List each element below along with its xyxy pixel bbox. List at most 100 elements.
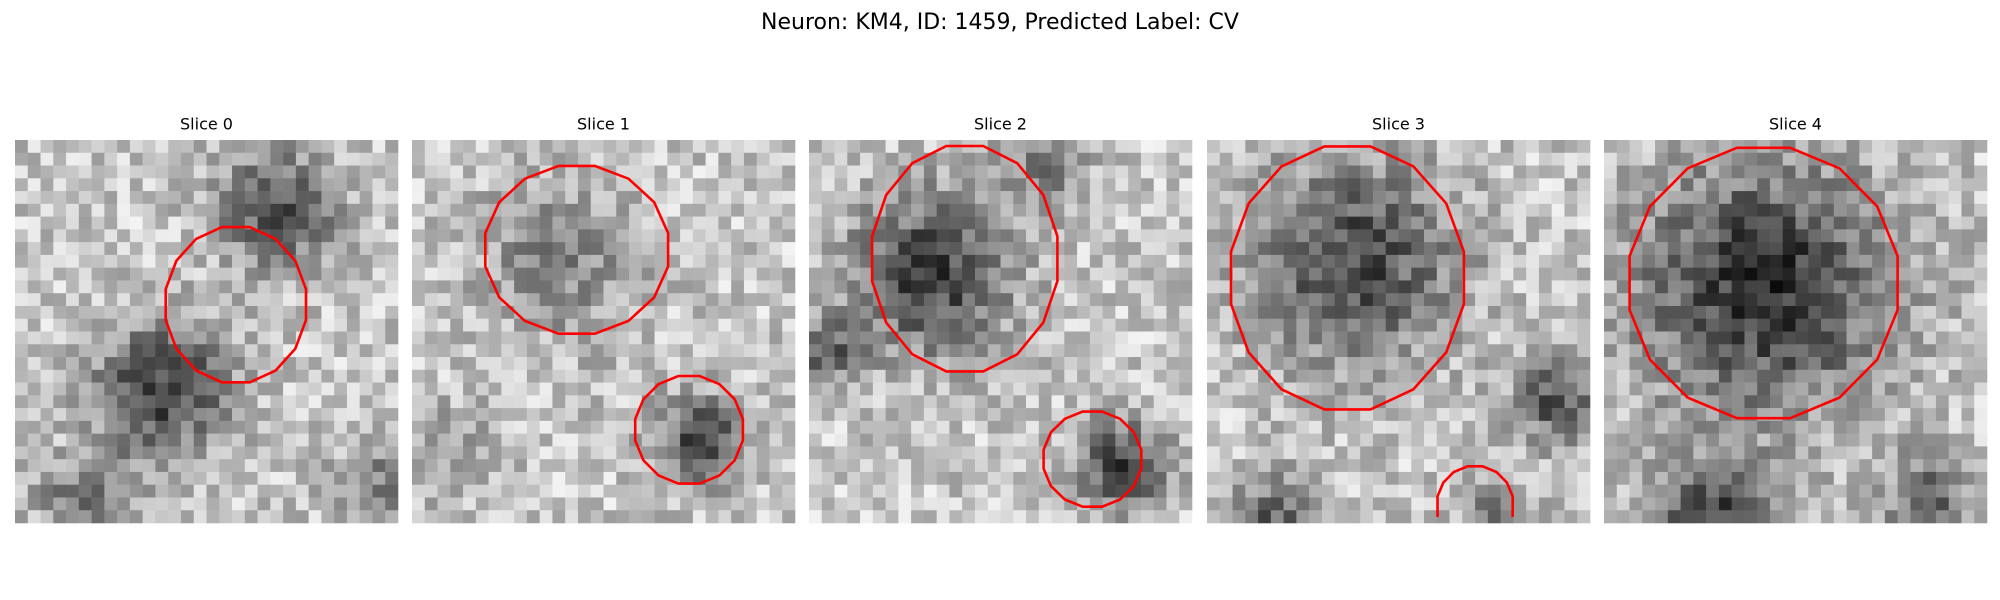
- pixel: [1564, 293, 1578, 307]
- pixel: [424, 305, 438, 320]
- pixel: [1538, 369, 1552, 383]
- pixel: [1128, 293, 1142, 307]
- pixel: [385, 152, 399, 166]
- pixel: [769, 446, 783, 460]
- pixel: [1782, 305, 1796, 320]
- pixel: [1179, 216, 1193, 230]
- pixel: [1245, 433, 1259, 447]
- pixel: [66, 216, 80, 230]
- pixel: [552, 254, 566, 268]
- pixel: [834, 293, 848, 307]
- pixel: [974, 408, 989, 422]
- pixel: [1872, 408, 1886, 422]
- pixel: [718, 140, 732, 154]
- pixel: [692, 178, 706, 192]
- pixel: [1538, 433, 1552, 447]
- pixel: [1923, 280, 1937, 294]
- pixel: [257, 471, 271, 485]
- pixel: [1500, 420, 1514, 434]
- pixel: [1077, 446, 1091, 460]
- pixel: [1974, 293, 1988, 307]
- pixel: [1166, 165, 1180, 179]
- pixel: [1910, 459, 1924, 473]
- pixel: [898, 229, 912, 243]
- pixel: [514, 433, 528, 447]
- pixel: [1347, 395, 1361, 409]
- pixel: [1411, 305, 1425, 320]
- pixel: [283, 267, 297, 281]
- pixel: [1667, 267, 1681, 281]
- pixel: [974, 331, 989, 345]
- pixel: [1859, 152, 1873, 166]
- pixel: [1655, 433, 1669, 447]
- pixel: [1449, 420, 1463, 434]
- pixel: [667, 459, 681, 473]
- pixel: [1731, 433, 1745, 447]
- pixel: [412, 191, 426, 205]
- pixel: [1667, 446, 1681, 460]
- pixel: [1718, 216, 1732, 230]
- pixel: [949, 484, 963, 498]
- pixel: [308, 344, 322, 358]
- pixel: [1744, 331, 1758, 345]
- pixel: [590, 497, 604, 511]
- pixel: [987, 331, 1001, 345]
- pixel: [1821, 305, 1835, 320]
- pixel: [1334, 382, 1348, 396]
- pixel: [1616, 191, 1630, 205]
- pixel: [501, 191, 515, 205]
- pixel: [232, 331, 246, 345]
- pixel: [603, 140, 617, 154]
- pixel: [1385, 178, 1399, 192]
- pixel: [885, 140, 899, 154]
- pixel: [257, 459, 271, 473]
- pixel: [1207, 305, 1221, 320]
- pixel: [1808, 471, 1822, 485]
- pixel: [193, 459, 207, 473]
- pixel: [168, 420, 182, 434]
- pixel: [1577, 344, 1591, 358]
- pixel: [27, 203, 41, 217]
- pixel: [295, 382, 309, 396]
- pixel: [577, 484, 592, 498]
- pixel: [1693, 369, 1707, 383]
- pixel: [1604, 178, 1618, 192]
- pixel: [1923, 446, 1937, 460]
- pixel: [450, 382, 464, 396]
- pixel: [821, 293, 835, 307]
- pixel: [1000, 280, 1014, 294]
- pixel: [1475, 140, 1489, 154]
- pixel: [1115, 395, 1129, 409]
- pixel: [1347, 242, 1361, 256]
- pixel: [129, 420, 143, 434]
- pixel: [962, 344, 976, 358]
- pixel: [756, 152, 770, 166]
- pixel: [1948, 344, 1962, 358]
- pixel: [1013, 459, 1027, 473]
- pixel: [1179, 433, 1193, 447]
- pixel: [1744, 382, 1758, 396]
- pixel: [1334, 165, 1348, 179]
- pixel: [552, 510, 566, 524]
- pixel: [1296, 331, 1310, 345]
- pixel: [53, 254, 67, 268]
- pixel: [616, 484, 630, 498]
- pixel: [923, 344, 937, 358]
- pixel: [641, 242, 655, 256]
- pixel: [1757, 178, 1771, 192]
- pixel: [244, 178, 258, 192]
- pixel: [308, 484, 322, 498]
- pixel: [219, 229, 233, 243]
- pixel: [1910, 369, 1924, 383]
- pixel: [1038, 344, 1052, 358]
- pixel: [1757, 165, 1771, 179]
- pixel: [1910, 471, 1924, 485]
- pixel: [539, 331, 553, 345]
- pixel: [667, 305, 681, 320]
- pixel: [1270, 471, 1284, 485]
- pixel: [1347, 280, 1361, 294]
- pixel: [1833, 152, 1847, 166]
- pixel: [1309, 369, 1323, 383]
- pixel: [718, 459, 732, 473]
- pixel: [743, 178, 757, 192]
